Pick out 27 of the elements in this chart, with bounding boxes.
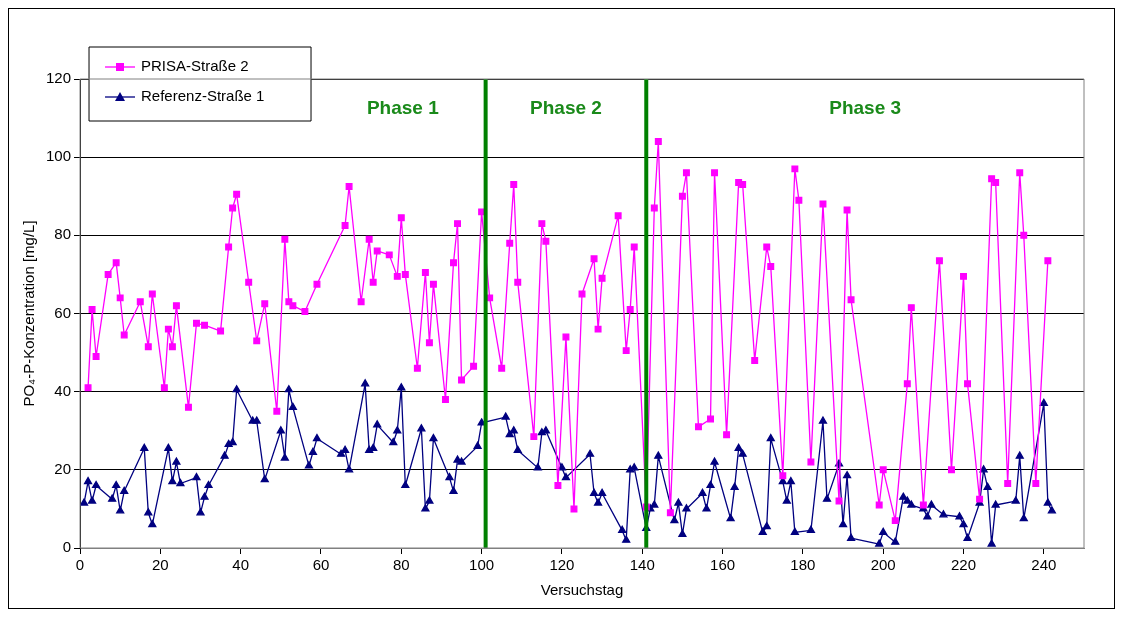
x-tick-label: 20 — [152, 556, 169, 574]
x-axis-title: Versuchstag — [540, 581, 624, 599]
x-tick-label: 40 — [232, 556, 250, 574]
y-tick-label: 20 — [54, 459, 72, 477]
x-tick-label: 180 — [790, 556, 816, 574]
legend-label: Referenz-Straße 1 — [141, 87, 265, 105]
x-tick-label: 200 — [870, 556, 896, 574]
annotation: Phase 2 — [530, 97, 602, 119]
x-tick-label: 120 — [549, 556, 575, 574]
x-tick-label: 140 — [629, 556, 655, 574]
x-tick-label: 60 — [312, 556, 330, 574]
y-tick-label: 100 — [46, 147, 72, 165]
annotation: Phase 3 — [829, 97, 902, 119]
annotation: Phase 1 — [366, 97, 440, 119]
x-tick-label: 80 — [392, 556, 410, 574]
y-tick-label: 120 — [46, 69, 72, 87]
x-tick-label: 100 — [469, 556, 495, 574]
x-tick-label: 0 — [75, 556, 85, 574]
legend-label: PRISA-Straße 2 — [141, 57, 249, 75]
y-axis-title: PO₄-P-Konzentration [mg/L] — [20, 220, 38, 407]
x-tick-label: 240 — [1031, 556, 1057, 574]
y-tick-label: 80 — [54, 225, 72, 243]
y-tick-label: 60 — [54, 303, 72, 321]
x-tick-label: 160 — [710, 556, 736, 574]
x-tick-label: 220 — [951, 556, 977, 574]
y-tick-label: 40 — [54, 381, 72, 399]
y-tick-label: 0 — [62, 538, 72, 556]
